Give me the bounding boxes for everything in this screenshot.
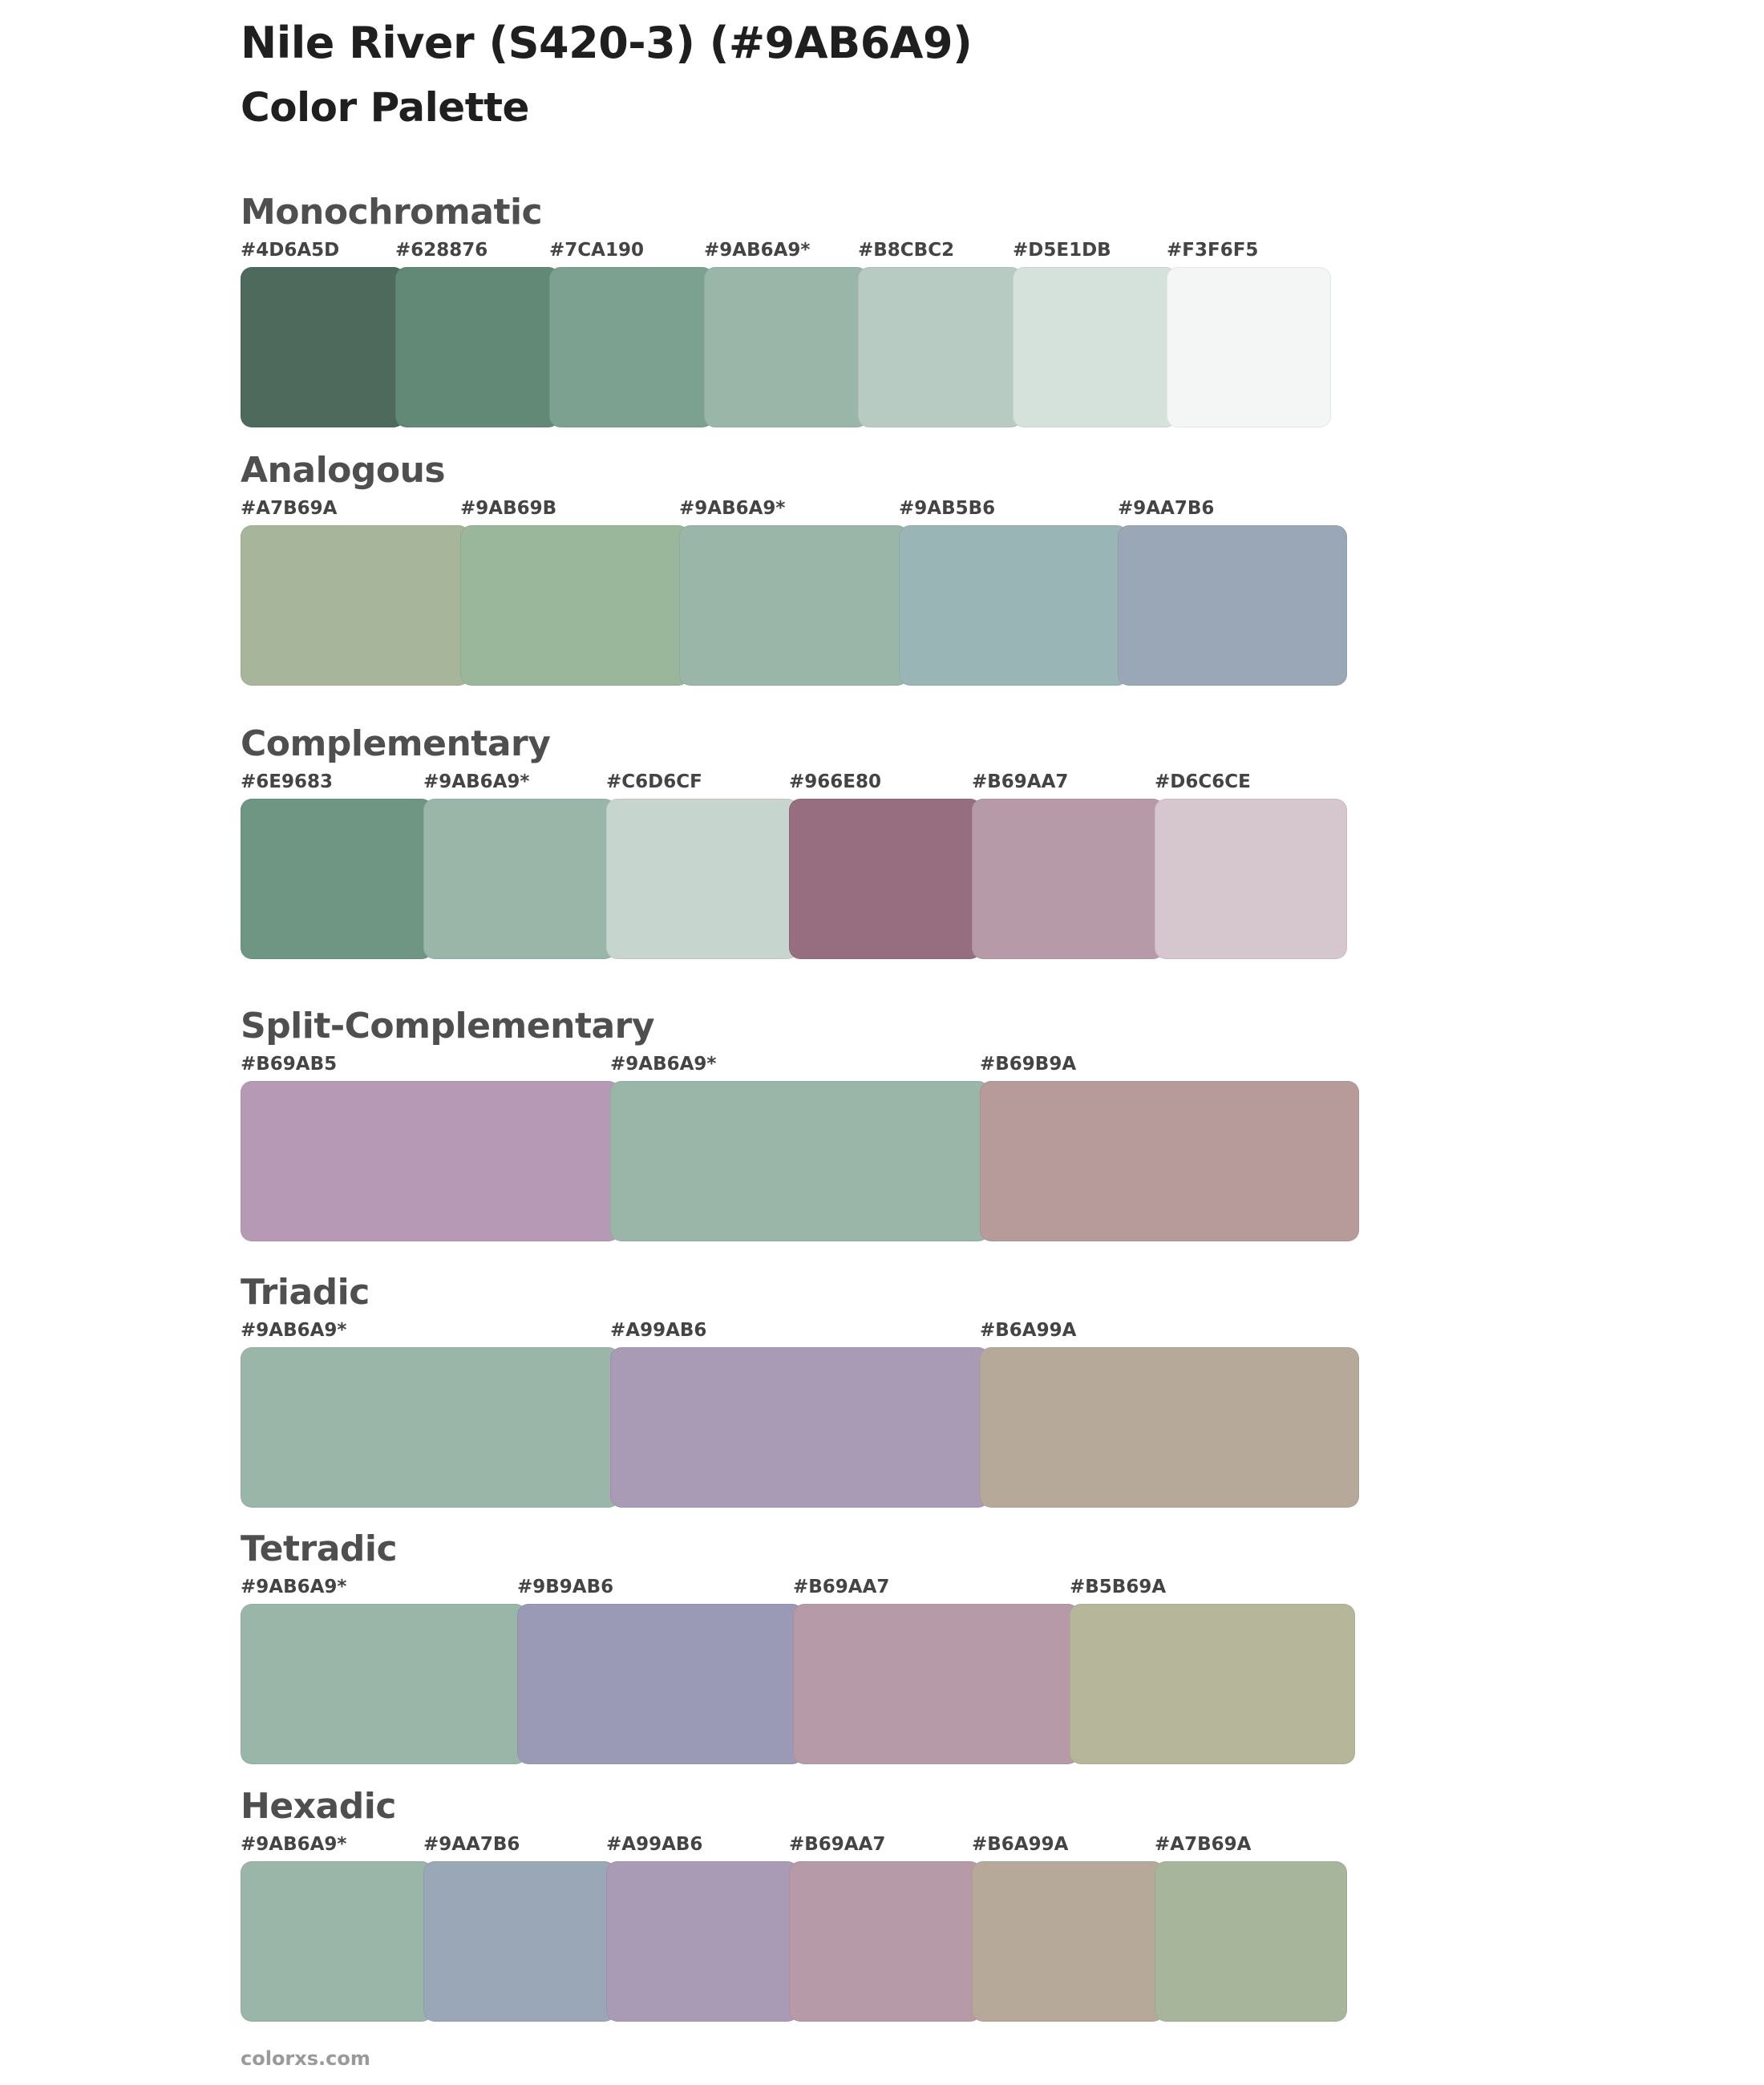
color-swatch[interactable] [423,1861,616,2022]
hex-label[interactable]: #A99AB6 [610,1320,707,1341]
hex-label[interactable]: #9AB5B6 [899,498,996,519]
swatch-strip [241,525,1347,686]
color-swatch[interactable] [899,525,1128,686]
color-swatch[interactable] [1013,267,1177,427]
hex-label[interactable]: #B69AA7 [789,1834,886,1855]
color-swatch[interactable] [610,1081,989,1241]
hex-label[interactable]: #9AA7B6 [423,1834,520,1855]
section-analogous: Analogous #A7B69A #9AB69B #9AB6A9* #9AB5B6 #9… [241,447,1347,686]
swatch-strip [241,1081,1359,1241]
hex-label[interactable]: #9AB69B [460,498,557,519]
hex-label[interactable]: #B6A99A [972,1834,1069,1855]
hex-label[interactable]: #9B9AB6 [517,1577,614,1597]
color-swatch[interactable] [241,267,405,427]
hex-label[interactable]: #A7B69A [1155,1834,1252,1855]
hex-label[interactable]: #7CA190 [549,240,644,261]
color-swatch[interactable] [980,1347,1359,1508]
hex-label[interactable]: #B5B69A [1070,1577,1167,1597]
hex-label-row: #6E9683 #9AB6A9* #C6D6CF #966E80 #B69AA7 #D6C… [241,768,1347,799]
hex-label[interactable]: #B69B9A [980,1054,1077,1075]
color-swatch[interactable] [793,1604,1079,1764]
hex-label[interactable]: #9AB6A9* [241,1577,347,1597]
color-swatch[interactable] [549,267,714,427]
color-swatch[interactable] [241,1604,527,1764]
page-title: Nile River (S420-3) (#9AB6A9) [241,18,973,68]
hex-label-row: #A7B69A #9AB69B #9AB6A9* #9AB5B6 #9AA7B6 [241,495,1347,525]
color-swatch[interactable] [241,1347,620,1508]
section-monochromatic: Monochromatic #4D6A5D #628876 #7CA190 #9AB6A… [241,188,1331,427]
section-title: Tetradic [241,1528,398,1569]
hex-label[interactable]: #6E9683 [241,771,333,792]
hex-label[interactable]: #D5E1DB [1013,240,1111,261]
hex-label[interactable]: #A7B69A [241,498,338,519]
color-swatch[interactable] [980,1081,1359,1241]
section-title: Hexadic [241,1786,396,1827]
hex-label-row: #9AB6A9* #9AA7B6 #A99AB6 #B69AA7 #B6A99A #A7B… [241,1831,1347,1861]
hex-label[interactable]: #B8CBC2 [858,240,955,261]
color-swatch[interactable] [241,525,470,686]
section-triadic: Triadic #9AB6A9* #A99AB6 #B6A99A [241,1269,1359,1508]
hex-label[interactable]: #B69AA7 [793,1577,890,1597]
color-swatch[interactable] [1155,799,1347,959]
swatch-strip [241,1604,1355,1764]
hex-label[interactable]: #9AB6A9* [241,1834,347,1855]
color-swatch[interactable] [972,799,1164,959]
hex-label[interactable]: #9AB6A9* [610,1054,717,1075]
color-swatch[interactable] [610,1347,989,1508]
section-split-complementary: Split-Complementary #B69AB5 #9AB6A9* #B69B9… [241,1002,1359,1241]
section-tetradic: Tetradic #9AB6A9* #9B9AB6 #B69AA7 #B5B69A [241,1525,1355,1764]
hex-label[interactable]: #9AB6A9* [241,1320,347,1341]
color-swatch[interactable] [789,1861,981,2022]
hex-label-row: #4D6A5D #628876 #7CA190 #9AB6A9* #B8CBC2 #D5E… [241,237,1331,267]
hex-label-row: #9AB6A9* #9B9AB6 #B69AA7 #B5B69A [241,1573,1355,1604]
hex-label[interactable]: #D6C6CE [1155,771,1251,792]
hex-label[interactable]: #9AB6A9* [679,498,786,519]
hex-label[interactable]: #B69AA7 [972,771,1069,792]
color-swatch[interactable] [241,1861,433,2022]
color-swatch[interactable] [1155,1861,1347,2022]
color-swatch[interactable] [606,799,799,959]
hex-label-row: #B69AB5 #9AB6A9* #B69B9A [241,1051,1359,1081]
swatch-strip [241,267,1331,427]
color-swatch[interactable] [423,799,616,959]
hex-label[interactable]: #628876 [395,240,488,261]
section-title: Monochromatic [241,192,543,233]
hex-label[interactable]: #C6D6CF [606,771,702,792]
section-title: Split-Complementary [241,1006,655,1047]
color-swatch[interactable] [1070,1604,1355,1764]
hex-label-row: #9AB6A9* #A99AB6 #B6A99A [241,1317,1359,1347]
page-subtitle: Color Palette [241,84,529,131]
color-swatch[interactable] [460,525,690,686]
color-swatch[interactable] [395,267,560,427]
color-swatch[interactable] [972,1861,1164,2022]
section-title: Complementary [241,723,551,764]
color-swatch[interactable] [679,525,908,686]
color-swatch[interactable] [517,1604,803,1764]
color-swatch[interactable] [789,799,981,959]
footer-site-link[interactable]: colorxs.com [241,2047,370,2070]
section-title: Triadic [241,1272,370,1313]
color-swatch[interactable] [606,1861,799,2022]
section-hexadic: Hexadic #9AB6A9* #9AA7B6 #A99AB6 #B69AA7 #B6A… [241,1783,1347,2022]
hex-label[interactable]: #966E80 [789,771,881,792]
color-swatch[interactable] [858,267,1022,427]
color-swatch[interactable] [241,1081,620,1241]
color-swatch[interactable] [1118,525,1347,686]
hex-label[interactable]: #9AB6A9* [423,771,530,792]
color-swatch[interactable] [1167,267,1331,427]
swatch-strip [241,1861,1347,2022]
swatch-strip [241,1347,1359,1508]
hex-label[interactable]: #9AA7B6 [1118,498,1215,519]
hex-label[interactable]: #F3F6F5 [1167,240,1259,261]
color-swatch[interactable] [704,267,868,427]
section-complementary: Complementary #6E9683 #9AB6A9* #C6D6CF #966E… [241,720,1347,959]
hex-label[interactable]: #4D6A5D [241,240,340,261]
hex-label[interactable]: #B6A99A [980,1320,1077,1341]
section-title: Analogous [241,450,446,491]
hex-label[interactable]: #B69AB5 [241,1054,338,1075]
color-swatch[interactable] [241,799,433,959]
swatch-strip [241,799,1347,959]
hex-label[interactable]: #9AB6A9* [704,240,811,261]
hex-label[interactable]: #A99AB6 [606,1834,703,1855]
